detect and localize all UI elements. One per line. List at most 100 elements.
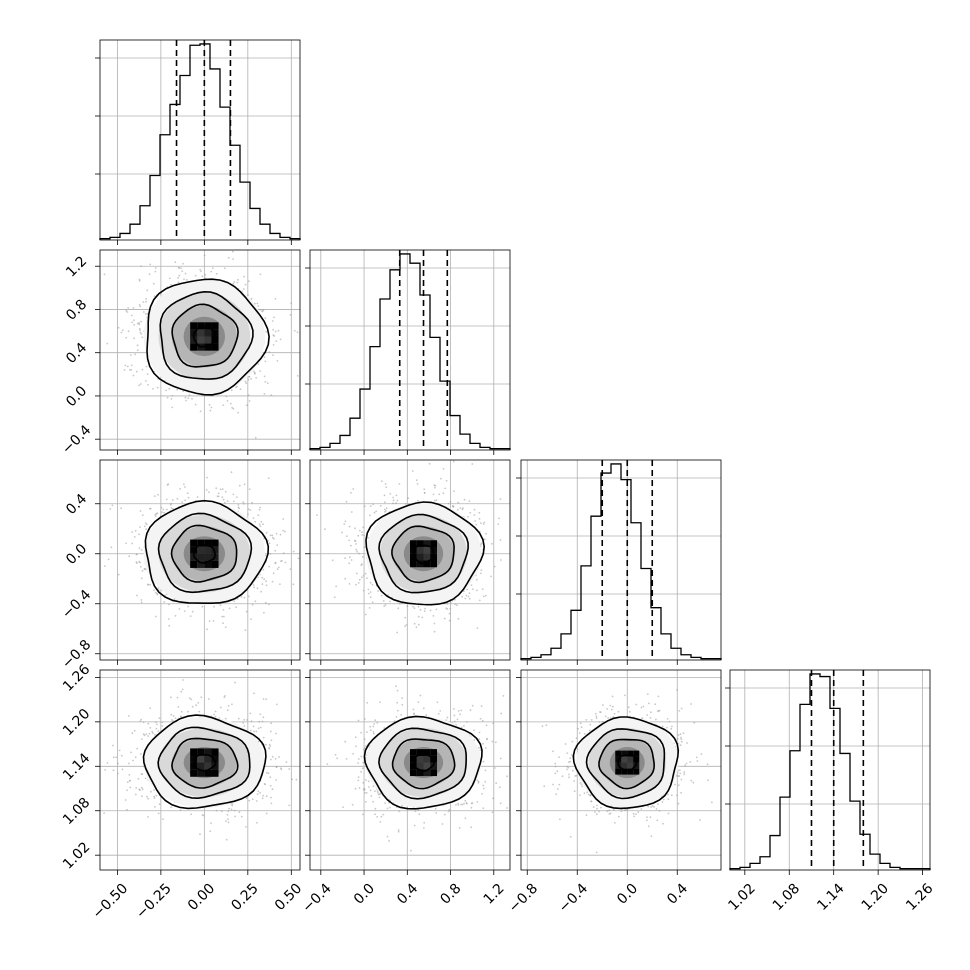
scatter-point	[208, 403, 211, 406]
scatter-point	[271, 788, 274, 791]
scatter-point	[199, 268, 202, 271]
scatter-point	[133, 319, 135, 322]
scatter-point	[222, 609, 225, 611]
joint-panel-4-1	[95, 669, 301, 875]
scatter-point	[253, 730, 255, 733]
scatter-point	[147, 383, 149, 386]
scatter-point	[258, 508, 261, 511]
scatter-point	[194, 403, 197, 406]
scatter-point	[384, 483, 387, 485]
density-cell	[190, 322, 198, 330]
scatter-point	[415, 479, 418, 482]
scatter-point	[141, 336, 144, 339]
scatter-point	[363, 505, 366, 508]
scatter-point	[454, 603, 456, 606]
scatter-point	[248, 488, 251, 490]
scatter-point	[289, 568, 292, 570]
scatter-point	[227, 256, 230, 259]
scatter-point	[245, 610, 248, 613]
scatter-point	[121, 329, 124, 332]
scatter-point	[201, 275, 204, 278]
scatter-point	[162, 508, 165, 511]
scatter-point	[216, 495, 219, 498]
density-cell	[211, 560, 219, 568]
scatter-point	[316, 610, 318, 612]
scatter-point	[139, 510, 142, 512]
joint-panel-2-1	[95, 249, 301, 455]
scatter-point	[222, 404, 225, 406]
scatter-point	[268, 351, 271, 353]
scatter-point	[468, 500, 471, 502]
scatter-point	[155, 794, 158, 797]
scatter-point	[363, 546, 366, 549]
scatter-point	[149, 263, 152, 266]
density-cell	[204, 539, 212, 547]
density-cell	[197, 539, 205, 547]
scatter-point	[392, 496, 395, 499]
scatter-point	[385, 507, 388, 510]
scatter-point	[154, 515, 157, 517]
joint-panel-3-2	[305, 459, 521, 665]
scatter-point	[223, 267, 226, 270]
density-cell	[416, 553, 424, 561]
scatter-point	[138, 323, 141, 326]
density-cell	[197, 560, 205, 568]
scatter-point	[224, 490, 227, 493]
scatter-point	[139, 753, 142, 755]
scatter-point	[201, 605, 204, 608]
scatter-point	[383, 508, 386, 511]
scatter-point	[440, 477, 442, 480]
scatter-point	[147, 583, 149, 586]
scatter-point	[215, 272, 218, 275]
scatter-point	[168, 603, 170, 606]
scatter-point	[176, 696, 179, 699]
scatter-point	[392, 499, 395, 502]
scatter-point	[448, 612, 451, 615]
scatter-point	[417, 615, 420, 618]
scatter-point	[180, 267, 182, 269]
scatter-point	[262, 716, 265, 719]
scatter-point	[442, 492, 445, 495]
scatter-point	[259, 370, 262, 372]
density-cell	[190, 336, 198, 344]
density-cell	[416, 540, 424, 548]
scatter-point	[248, 375, 251, 378]
scatter-point	[385, 486, 388, 488]
scatter-point	[127, 330, 130, 333]
scatter-point	[203, 254, 206, 257]
scatter-point	[519, 562, 521, 564]
grid-lines	[320, 250, 495, 450]
scatter-point	[250, 378, 253, 380]
scatter-point	[186, 279, 188, 281]
scatter-point	[252, 584, 255, 586]
scatter-point	[140, 577, 143, 580]
scatter-point	[138, 547, 141, 549]
scatter-point	[130, 751, 132, 754]
scatter-point	[187, 496, 190, 499]
scatter-point	[243, 483, 246, 486]
scatter-point	[423, 492, 426, 494]
scatter-point	[262, 309, 265, 311]
scatter-point	[434, 486, 436, 489]
scatter-point	[139, 331, 142, 334]
scatter-point	[265, 330, 267, 333]
scatter-point	[275, 703, 278, 706]
scatter-point	[232, 258, 235, 260]
scatter-point	[413, 622, 416, 625]
scatter-point	[157, 587, 160, 589]
scatter-point	[375, 510, 377, 513]
scatter-point	[230, 808, 233, 811]
scatter-point	[228, 807, 231, 810]
density-cell	[430, 560, 438, 568]
scatter-point	[224, 626, 227, 628]
scatter-point	[136, 562, 138, 564]
scatter-point	[140, 320, 142, 323]
scatter-point	[121, 768, 124, 771]
grid-lines	[100, 250, 300, 450]
scatter-point	[134, 353, 137, 356]
scatter-point	[369, 505, 372, 507]
scatter-point	[473, 514, 476, 516]
scatter-point	[146, 795, 148, 798]
scatter-point	[109, 508, 112, 510]
scatter-point	[136, 344, 139, 347]
